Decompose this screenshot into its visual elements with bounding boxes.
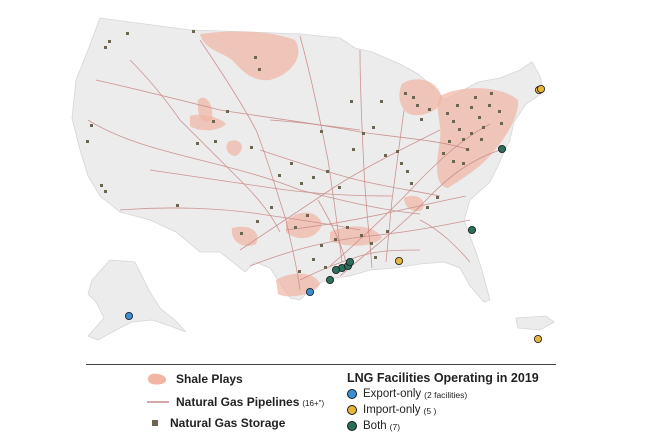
storage-layer bbox=[86, 30, 503, 273]
lng-both-facility bbox=[331, 265, 340, 274]
alaska-landmass bbox=[87, 259, 187, 341]
storage-square-icon bbox=[152, 420, 158, 426]
lng-both-facility bbox=[325, 275, 334, 284]
lng-export-label: Export-only bbox=[363, 388, 422, 400]
lng-import-count: (5 ) bbox=[423, 406, 437, 416]
lng-export-facility bbox=[125, 311, 134, 320]
legend-storage: Natural Gas Storage bbox=[152, 416, 285, 430]
lng-legend-both: Both (7) bbox=[347, 420, 400, 432]
lng-import-label: Import-only bbox=[363, 404, 421, 416]
shale-blob-icon bbox=[148, 373, 167, 385]
lng-legend-title: LNG Facilities Operating in 2019 bbox=[347, 371, 539, 385]
lng-both-count: (7) bbox=[389, 422, 401, 432]
pipelines-layer bbox=[87, 35, 501, 291]
us-natural-gas-map bbox=[71, 17, 555, 343]
legend-pipelines-label: Natural Gas Pipelines bbox=[176, 395, 300, 409]
legend-pipelines: Natural Gas Pipelines (16+") bbox=[146, 395, 324, 409]
puerto-rico-landmass bbox=[515, 315, 555, 331]
both-dot-icon bbox=[347, 421, 357, 431]
legend-pipelines-note: (16+") bbox=[302, 398, 325, 408]
lng-both-label: Both bbox=[363, 420, 387, 432]
lng-legend-import: Import-only (5 ) bbox=[347, 404, 436, 416]
pipeline-line-icon bbox=[147, 401, 169, 403]
legend-shale-label: Shale Plays bbox=[176, 372, 243, 386]
lng-both-facility bbox=[497, 144, 506, 153]
lng-import-facility bbox=[537, 85, 546, 94]
export-dot-icon bbox=[347, 389, 357, 399]
lng-both-facility bbox=[467, 225, 476, 234]
legend-shale: Shale Plays bbox=[146, 372, 243, 386]
lng-facilities-layer bbox=[125, 85, 546, 343]
lng-both-facility bbox=[345, 257, 354, 266]
legend-storage-label: Natural Gas Storage bbox=[170, 416, 286, 430]
legend-divider bbox=[86, 364, 556, 365]
lng-legend-export: Export-only (2 facilities) bbox=[347, 388, 467, 400]
lng-export-facility bbox=[305, 287, 314, 296]
lng-import-facility bbox=[394, 256, 403, 265]
lng-export-count: (2 facilities) bbox=[424, 390, 468, 400]
import-dot-icon bbox=[347, 405, 357, 415]
lng-import-facility bbox=[534, 334, 543, 343]
